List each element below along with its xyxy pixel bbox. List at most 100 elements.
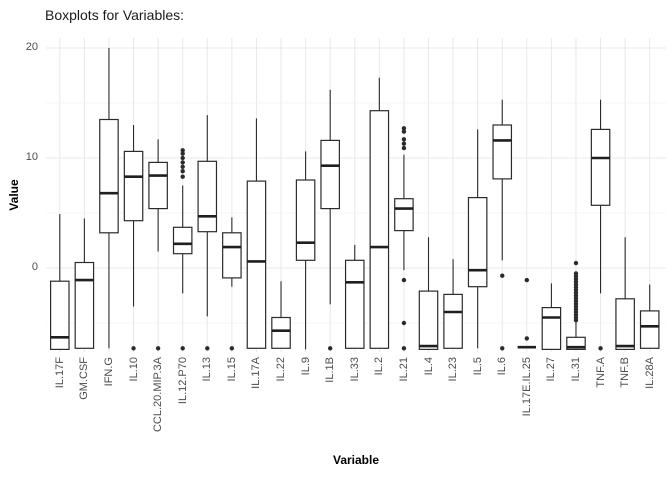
x-tick-label: IL.17E.IL.25 [520, 357, 533, 417]
x-tick-label: CCL.20.MIP.3A [152, 357, 165, 433]
outlier-point [401, 346, 407, 351]
boxplot-IL.15 [222, 217, 242, 351]
outlier-point [573, 260, 579, 266]
boxplot-IL.21 [394, 126, 414, 351]
outlier-point [401, 141, 407, 146]
outlier-point [401, 137, 407, 142]
boxplot-TNF.B [615, 237, 635, 350]
x-tick-label: IL.31 [569, 357, 582, 382]
x-axis-title: Variable [332, 453, 380, 467]
outlier-point [327, 346, 333, 351]
box [99, 118, 119, 234]
box [320, 139, 340, 210]
boxplot-IL.17F [49, 214, 70, 350]
outlier-point [524, 277, 530, 283]
box [74, 261, 95, 349]
boxplot-IL.1B [320, 89, 340, 351]
outlier-point [500, 273, 505, 278]
outlier-point [180, 164, 185, 169]
x-tick-label: IFN.G [102, 357, 115, 387]
boxplot-CCL.20.MIP.3A [148, 139, 168, 351]
x-tick-label: IL.22 [275, 357, 288, 382]
box [271, 316, 291, 349]
x-tick-label: IL.33 [348, 357, 361, 382]
x-tick-label: IL.13 [201, 357, 214, 382]
box [148, 161, 168, 210]
x-tick-label: IL.17F [53, 357, 66, 389]
x-tick-label: IL.1B [324, 357, 337, 383]
box [49, 280, 70, 350]
boxplot-IL.33 [344, 244, 365, 349]
x-tick-label: IL.23 [447, 357, 460, 382]
outlier-point [180, 169, 185, 174]
box [418, 290, 439, 351]
outlier-point [401, 145, 407, 151]
boxplot-IL.10 [123, 125, 144, 351]
x-tick-label: IL.4 [422, 357, 435, 376]
x-tick-label: IL.9 [299, 357, 312, 376]
boxplot-svg [46, 38, 666, 352]
boxplot-IL.28A [639, 284, 660, 349]
box [615, 298, 635, 350]
x-tick-label: GM.CSF [78, 357, 91, 400]
boxplot-IL.12.P70 [172, 148, 193, 351]
box [443, 293, 463, 349]
boxplot-IL.27 [541, 283, 562, 351]
outlier-point [131, 346, 136, 351]
box [394, 198, 414, 232]
boxplot-IL.4 [418, 237, 439, 351]
outlier-point [401, 126, 407, 131]
plot-panel [46, 38, 666, 352]
x-tick-label: IL.10 [127, 357, 140, 382]
boxplot-IL.22 [271, 281, 291, 349]
box [492, 124, 513, 180]
boxplot-TNF.A [590, 99, 611, 351]
outlier-point [500, 346, 505, 351]
boxplot-IL.17E.IL.25 [517, 277, 537, 349]
box [344, 259, 365, 349]
boxplot-IL.5 [467, 129, 488, 349]
boxplot-IL.2 [369, 77, 390, 349]
x-tick-label: IL.15 [225, 357, 238, 382]
outlier-point [180, 155, 185, 161]
box [222, 232, 242, 279]
outlier-point [229, 346, 235, 351]
outlier-point [573, 318, 579, 323]
x-tick-label: TNF.B [619, 357, 632, 388]
box [295, 179, 316, 261]
boxplot-IL.31 [566, 260, 586, 350]
boxplot-IL.9 [295, 151, 316, 350]
x-tick-label: IL.5 [471, 357, 484, 376]
boxplot-IL.6 [492, 99, 513, 351]
x-tick-label: IL.12.P70 [176, 357, 189, 405]
box [246, 180, 267, 349]
outlier-point [205, 346, 210, 351]
boxplot-IL.13 [197, 115, 218, 351]
boxplot-IL.17A [246, 118, 267, 349]
x-tick-label: TNF.A [594, 357, 607, 388]
boxplot-IFN.G [99, 48, 119, 349]
box [639, 310, 660, 349]
x-tick-label: IL.28A [643, 357, 656, 389]
outlier-point [180, 148, 185, 153]
y-tick-label: 20 [25, 41, 38, 53]
x-tick-label: IL.21 [397, 357, 410, 382]
box [369, 110, 390, 349]
outlier-point [180, 346, 185, 351]
outlier-point [598, 346, 603, 351]
box [467, 197, 488, 288]
boxplot-IL.23 [443, 259, 463, 349]
x-tick-label: IL.2 [373, 357, 386, 376]
box [197, 160, 218, 233]
outlier-point [401, 320, 407, 326]
y-tick-label: 10 [25, 151, 38, 163]
outlier-point [180, 174, 185, 179]
y-tick-label: 0 [31, 261, 38, 273]
outlier-point [524, 336, 530, 341]
box [590, 128, 611, 206]
boxplot-GM.CSF [74, 218, 95, 349]
box [172, 226, 193, 255]
outlier-point [401, 277, 407, 283]
x-tick-label: IL.17A [250, 357, 263, 389]
x-tick-label: IL.6 [496, 357, 509, 376]
